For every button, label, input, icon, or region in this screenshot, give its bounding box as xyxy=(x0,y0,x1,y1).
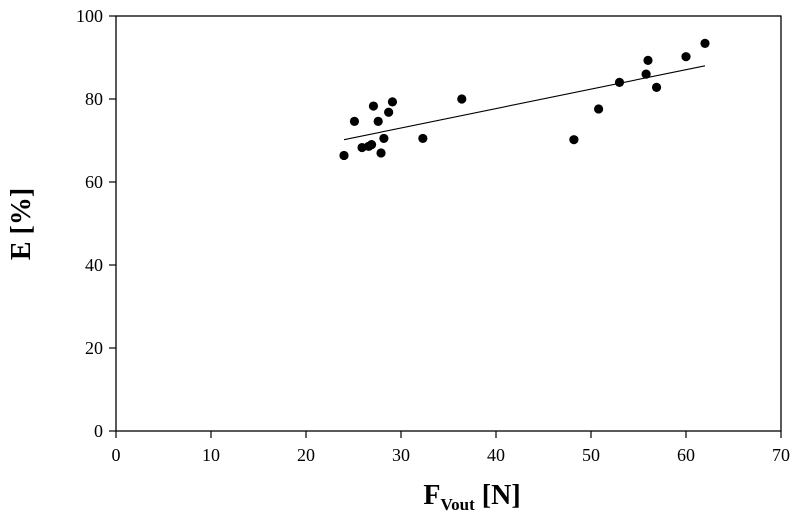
plot-border xyxy=(115,15,782,432)
y-axis-title: E [%] xyxy=(6,188,37,260)
data-point xyxy=(700,38,710,48)
x-tick-label: 0 xyxy=(112,445,121,465)
data-point xyxy=(681,52,691,62)
x-tick-label: 10 xyxy=(202,445,220,465)
x-tick-label: 20 xyxy=(297,445,315,465)
data-point xyxy=(643,55,653,66)
data-point xyxy=(457,94,467,104)
plot-area xyxy=(115,15,782,432)
y-tick-label: 100 xyxy=(76,6,103,26)
data-point xyxy=(614,77,625,87)
y-tick-label: 0 xyxy=(94,421,103,441)
x-tick-label: 50 xyxy=(582,445,600,465)
x-tick-label: 70 xyxy=(772,445,790,465)
x-tick-label: 40 xyxy=(487,445,505,465)
data-point xyxy=(339,150,349,161)
y-tick-label: 60 xyxy=(85,172,103,192)
data-point xyxy=(349,116,360,127)
data-point xyxy=(569,135,579,145)
data-point xyxy=(418,133,428,144)
x-axis-title: FVout [N] xyxy=(423,480,520,514)
data-point xyxy=(379,133,389,144)
data-point xyxy=(594,104,604,114)
y-tick-label: 20 xyxy=(85,338,103,358)
data-point xyxy=(366,140,377,150)
trendline xyxy=(343,65,706,141)
data-point xyxy=(376,148,386,158)
data-point xyxy=(373,116,383,127)
y-axis-ticks: 0 20 40 60 80 100 xyxy=(76,6,116,441)
data-points xyxy=(339,38,710,161)
data-point xyxy=(387,97,398,107)
x-tick-label: 60 xyxy=(677,445,695,465)
data-point xyxy=(651,82,662,92)
y-tick-label: 80 xyxy=(85,89,103,109)
y-tick-label: 40 xyxy=(85,255,103,275)
x-axis-ticks: 0 10 20 30 40 50 60 70 xyxy=(112,431,790,465)
trendline-group xyxy=(343,65,706,141)
data-point xyxy=(641,69,651,79)
data-point xyxy=(384,107,394,117)
x-tick-label: 30 xyxy=(392,445,410,465)
data-point xyxy=(368,101,379,111)
